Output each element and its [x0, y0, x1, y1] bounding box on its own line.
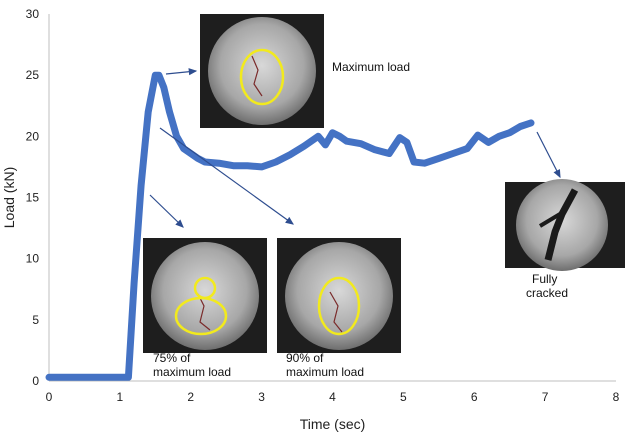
annotation-75-percent: 75% of maximum load	[153, 351, 231, 379]
tick-labels: 0 1 2 3 4 5 6 7 8 0 5 10 15 20 25 30	[26, 7, 620, 404]
photo-90-percent	[277, 238, 401, 353]
x-axis-title: Time (sec)	[300, 416, 366, 432]
annotation-fully-cracked: Fully cracked	[526, 272, 568, 300]
annotation-90-percent: 90% of maximum load	[286, 351, 364, 379]
y-tick-label: 10	[26, 252, 40, 266]
photo-fully-cracked	[505, 179, 625, 271]
x-tick-label: 0	[46, 390, 53, 404]
y-tick-label: 5	[32, 313, 39, 327]
y-tick-label: 20	[26, 129, 40, 143]
photo-75-percent	[143, 238, 267, 353]
annotation-maximum-load: Maximum load	[332, 60, 410, 74]
annotation-arrows	[149, 68, 561, 228]
annotation-90-line2: maximum load	[286, 365, 364, 379]
y-tick-label: 15	[26, 191, 40, 205]
x-tick-label: 2	[187, 390, 194, 404]
x-tick-label: 8	[613, 390, 620, 404]
annotation-fully-cracked-line2: cracked	[526, 286, 568, 300]
x-tick-label: 3	[258, 390, 265, 404]
photo-maximum-load	[200, 14, 324, 128]
x-tick-label: 4	[329, 390, 336, 404]
y-axis-title: Load (kN)	[1, 167, 17, 228]
x-tick-label: 6	[471, 390, 478, 404]
annotation-maximum-load-line1: Maximum load	[332, 60, 410, 74]
annotation-fully-cracked-line1: Fully	[532, 272, 557, 286]
y-tick-label: 25	[26, 68, 40, 82]
x-tick-label: 1	[117, 390, 124, 404]
y-tick-label: 0	[32, 374, 39, 388]
annotation-75-line2: maximum load	[153, 365, 231, 379]
arrow-maximum-load	[165, 68, 198, 76]
x-tick-label: 5	[400, 390, 407, 404]
axes	[48, 14, 616, 382]
arrow-75-percent	[149, 194, 184, 228]
annotation-90-line1: 90% of	[286, 351, 324, 365]
annotation-75-line1: 75% of	[153, 351, 191, 365]
arrow-90-percent	[159, 127, 294, 225]
series-line	[45, 71, 535, 381]
y-tick-label: 30	[26, 7, 40, 21]
arrow-fully-cracked	[536, 131, 561, 179]
x-tick-label: 7	[542, 390, 549, 404]
